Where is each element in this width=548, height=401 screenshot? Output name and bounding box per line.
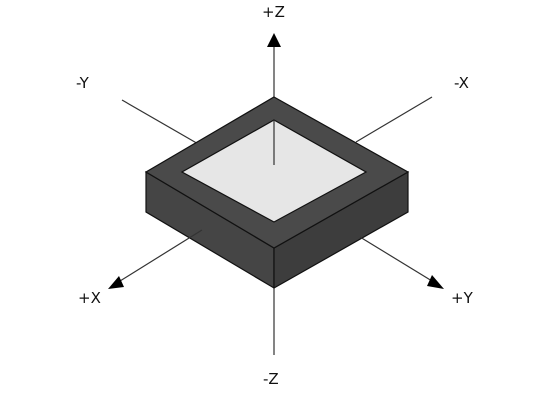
neg-x-label: -X (454, 74, 469, 92)
sensor-window (180, 119, 368, 223)
pos-y-label: +Y (451, 289, 473, 307)
pos-y-arrowhead (427, 275, 444, 289)
neg-z-label: -Z (263, 370, 279, 388)
pos-x-label: +X (78, 289, 101, 307)
neg-y-label: -Y (76, 74, 89, 92)
neg-y-axis-line (121, 99, 201, 146)
pos-z-label: +Z (262, 3, 285, 21)
neg-x-axis-line (355, 96, 433, 143)
pos-x-axis-line (119, 229, 203, 282)
pos-z-arrowhead (267, 33, 281, 47)
pos-y-axis-line (359, 236, 433, 282)
pos-x-arrowhead (108, 276, 124, 289)
